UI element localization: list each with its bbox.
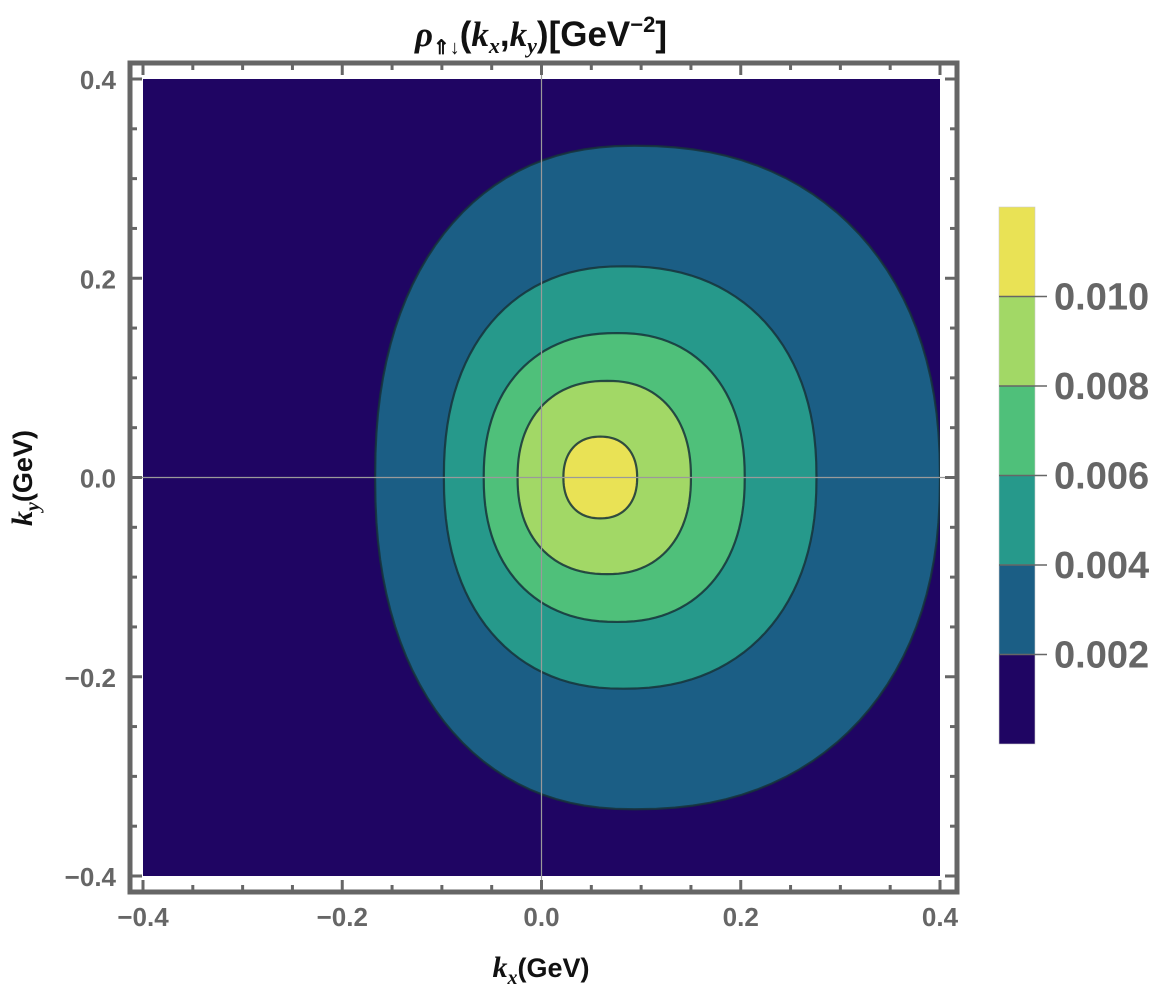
y-axis-symbol: k xyxy=(6,511,39,526)
y-tick-label: −0.4 xyxy=(65,862,117,892)
title-unit-open: [GeV xyxy=(549,15,631,54)
title-unit-close: ] xyxy=(655,15,667,54)
colorbar-tick-label: 0.004 xyxy=(1054,545,1149,587)
x-axis-label: kx(GeV) xyxy=(492,951,589,987)
title-rho-subscript: ⇑↓ xyxy=(433,37,460,59)
y-tick-label: −0.2 xyxy=(65,663,116,693)
x-axis-subscript: x xyxy=(506,967,517,987)
title-ky-subscript: y xyxy=(524,33,537,58)
colorbar-tick-label: 0.002 xyxy=(1054,635,1149,677)
title-kx-subscript: x xyxy=(488,33,500,58)
colorbar-swatch-0.008 xyxy=(999,296,1035,386)
y-tick-label: 0.4 xyxy=(80,65,117,95)
colorbar-legend: 0.002 0.004 0.006 0.008 0.010 xyxy=(998,206,1149,745)
x-axis-unit: (GeV) xyxy=(517,953,589,983)
colorbar-swatch-0.002 xyxy=(999,565,1035,655)
x-tick-label: −0.2 xyxy=(317,902,368,932)
title-ky: k xyxy=(510,15,528,54)
y-axis-unit: (GeV) xyxy=(8,430,38,502)
title-unit-superscript: −2 xyxy=(630,12,655,37)
title-comma: , xyxy=(500,15,510,54)
x-tick-label: 0.0 xyxy=(523,902,559,932)
colorbar-tick-label: 0.010 xyxy=(1054,277,1149,319)
colorbar-swatch-0.004 xyxy=(999,475,1035,565)
y-axis-subscript: y xyxy=(22,502,44,513)
title-close-paren: ) xyxy=(537,15,549,54)
reference-lines xyxy=(130,66,954,890)
x-tick-label: −0.4 xyxy=(117,902,169,932)
y-axis-label: ky(GeV) xyxy=(6,430,44,526)
y-tick-label: 0.2 xyxy=(80,264,116,294)
colorbar-tick-label: 0.006 xyxy=(1054,456,1149,498)
x-axis-symbol: k xyxy=(492,951,507,984)
x-tick-label: 0.2 xyxy=(723,902,759,932)
colorbar-swatch-0.006 xyxy=(999,386,1035,476)
chart-title: ρ⇑↓(kx,ky)[GeV−2] xyxy=(414,12,667,59)
title-kx: k xyxy=(471,15,489,54)
title-open-paren: ( xyxy=(460,15,472,54)
colorbar-swatch-0.01 xyxy=(999,207,1035,297)
x-axis-ticks: −0.4 −0.2 0.0 0.2 0.4 xyxy=(117,63,959,932)
x-tick-label: 0.4 xyxy=(922,902,959,932)
colorbar-tick-label: 0.008 xyxy=(1054,366,1149,408)
y-axis-ticks: −0.4 −0.2 0.0 0.2 0.4 xyxy=(65,65,957,892)
colorbar-swatch-0 xyxy=(999,654,1035,744)
title-rho: ρ xyxy=(414,15,433,54)
y-tick-label: 0.0 xyxy=(80,464,116,494)
